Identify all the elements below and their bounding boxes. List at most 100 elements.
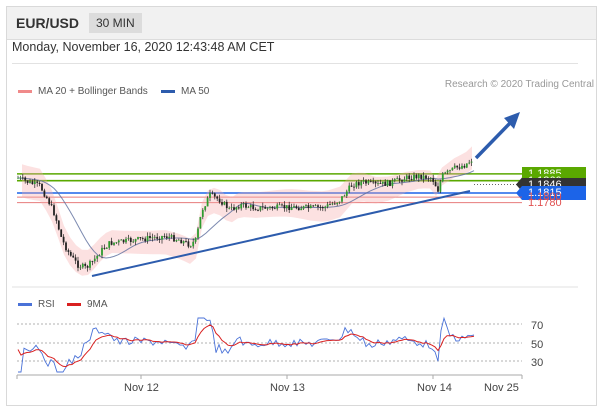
candlestick — [261, 202, 264, 211]
candlestick — [43, 188, 46, 198]
candlestick — [45, 195, 48, 199]
candlestick — [441, 172, 444, 183]
candlestick — [177, 238, 180, 241]
chart-datetime: Monday, November 16, 2020 12:43:48 AM CE… — [12, 40, 275, 54]
legend-rsi-label: RSI — [38, 299, 55, 310]
candlestick — [434, 179, 437, 187]
timeframe-badge[interactable]: 30 MIN — [89, 13, 142, 33]
currency-pair: EUR/USD — [16, 15, 80, 31]
legend-ma50: MA 50 — [161, 86, 209, 97]
candlestick — [17, 175, 19, 179]
candlestick — [369, 178, 372, 183]
candlestick — [425, 174, 427, 180]
candlestick — [98, 254, 101, 257]
candlestick — [381, 181, 384, 187]
candlestick — [377, 180, 379, 186]
candlestick — [194, 237, 197, 244]
candlestick — [393, 178, 396, 183]
candlestick — [470, 158, 473, 166]
candlestick — [165, 233, 168, 240]
candlestick — [50, 200, 53, 207]
candlestick — [96, 255, 99, 262]
candlestick — [333, 200, 336, 205]
candlestick — [465, 163, 468, 169]
candlestick — [153, 234, 156, 241]
candlestick — [429, 177, 432, 182]
candlestick — [187, 239, 190, 249]
candlestick — [463, 163, 466, 169]
candlestick — [168, 233, 171, 241]
candlestick — [230, 203, 233, 211]
ma50-swatch-icon — [161, 89, 175, 93]
candlestick — [271, 206, 274, 211]
candlestick — [249, 203, 252, 211]
candlestick — [36, 180, 39, 187]
candlestick — [324, 205, 327, 212]
candlestick — [93, 255, 96, 264]
candlestick — [206, 196, 209, 207]
rsi-swatch-icon — [18, 302, 32, 306]
x-label-nov13: Nov 13 — [270, 382, 305, 394]
candlestick — [192, 238, 195, 249]
candlestick — [228, 206, 231, 210]
candlestick — [84, 262, 87, 269]
candlestick — [137, 236, 139, 240]
candlestick — [401, 179, 403, 186]
main-plot — [17, 112, 522, 277]
rsi-level-70: 70 — [531, 320, 544, 332]
candlestick — [245, 201, 247, 210]
candlestick — [408, 173, 411, 183]
candlestick — [103, 244, 106, 250]
candlestick — [468, 159, 471, 165]
candlestick — [60, 229, 63, 237]
candlestick — [307, 203, 310, 212]
candlestick — [24, 176, 27, 184]
price-label-1-1800: 1.1800 — [528, 191, 562, 204]
candlestick — [391, 178, 394, 189]
bollinger-swatch-icon — [18, 89, 32, 93]
candlestick — [38, 181, 41, 187]
candlestick — [427, 176, 430, 182]
candlestick — [264, 204, 267, 209]
candlestick — [283, 201, 286, 212]
candlestick — [410, 175, 413, 181]
candlestick — [355, 180, 358, 189]
candlestick — [62, 234, 65, 246]
candlestick — [74, 254, 77, 265]
candlestick — [141, 236, 144, 241]
candlestick — [273, 206, 276, 210]
candlestick — [55, 213, 58, 224]
candlestick — [309, 204, 312, 209]
candlestick — [422, 172, 425, 183]
candlestick — [204, 206, 207, 212]
candlestick — [163, 233, 166, 238]
candlestick — [26, 180, 29, 185]
candlestick — [444, 171, 447, 174]
candlestick — [233, 204, 235, 211]
candlestick — [223, 201, 226, 206]
bollinger-band — [22, 146, 472, 276]
legend-bollinger-label: MA 20 + Bollinger Bands — [38, 86, 148, 97]
candlestick — [105, 247, 108, 249]
candlestick — [379, 179, 382, 184]
candlestick — [218, 194, 221, 204]
candlestick — [266, 207, 269, 211]
candlestick — [326, 201, 329, 209]
candlestick — [173, 232, 175, 242]
candlestick — [235, 206, 238, 213]
chart-header: EUR/USD 30 MIN — [7, 7, 596, 40]
candlestick — [372, 177, 375, 185]
candlestick — [213, 192, 216, 200]
candlestick — [240, 202, 243, 211]
candlestick — [199, 216, 202, 229]
candlestick — [300, 205, 303, 211]
candlestick — [350, 182, 353, 187]
candlestick — [67, 248, 70, 256]
candlestick — [312, 204, 315, 207]
candlestick — [72, 252, 75, 258]
price-label-1-1815: 1.1815 — [522, 186, 586, 200]
candlestick — [69, 250, 72, 257]
candlestick — [461, 163, 463, 170]
candlestick — [19, 175, 22, 180]
